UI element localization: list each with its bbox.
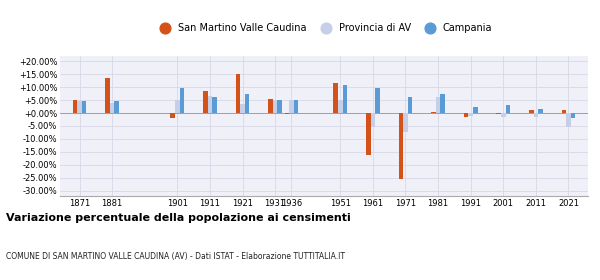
Bar <box>440 94 445 113</box>
Bar <box>268 99 273 113</box>
Bar <box>170 113 175 118</box>
Text: COMUNE DI SAN MARTINO VALLE CAUDINA (AV) - Dati ISTAT - Elaborazione TUTTITALIA.: COMUNE DI SAN MARTINO VALLE CAUDINA (AV)… <box>6 252 345 261</box>
Bar <box>284 113 289 114</box>
Bar <box>431 112 436 113</box>
Bar <box>245 94 250 113</box>
Bar <box>371 113 375 127</box>
Bar <box>343 85 347 113</box>
Bar <box>82 101 86 113</box>
Bar <box>115 101 119 113</box>
Bar <box>212 97 217 113</box>
Bar <box>375 88 380 113</box>
Bar <box>106 78 110 113</box>
Bar <box>529 110 533 113</box>
Bar <box>408 97 412 113</box>
Bar <box>571 113 575 118</box>
Bar <box>175 100 179 113</box>
Bar <box>236 74 240 113</box>
Bar <box>77 101 82 113</box>
Bar <box>334 83 338 113</box>
Text: Variazione percentuale della popolazione ai censimenti: Variazione percentuale della popolazione… <box>6 213 351 223</box>
Bar <box>398 113 403 179</box>
Bar <box>208 96 212 113</box>
Bar <box>566 113 571 127</box>
Bar <box>538 109 542 113</box>
Bar <box>289 100 293 113</box>
Bar <box>473 107 478 113</box>
Bar <box>464 113 469 117</box>
Bar <box>179 88 184 113</box>
Bar <box>533 113 538 117</box>
Bar <box>338 100 343 113</box>
Bar <box>469 113 473 116</box>
Bar <box>203 91 208 113</box>
Bar <box>110 103 115 113</box>
Bar <box>562 110 566 113</box>
Bar <box>293 100 298 113</box>
Bar <box>506 105 510 113</box>
Bar <box>366 113 371 155</box>
Bar <box>273 100 277 113</box>
Bar <box>436 97 440 113</box>
Bar <box>403 113 408 132</box>
Bar <box>73 100 77 113</box>
Legend: San Martino Valle Caudina, Provincia di AV, Campania: San Martino Valle Caudina, Provincia di … <box>152 19 496 37</box>
Bar <box>240 104 245 113</box>
Bar <box>496 113 501 114</box>
Bar <box>277 100 282 113</box>
Bar <box>501 113 506 117</box>
